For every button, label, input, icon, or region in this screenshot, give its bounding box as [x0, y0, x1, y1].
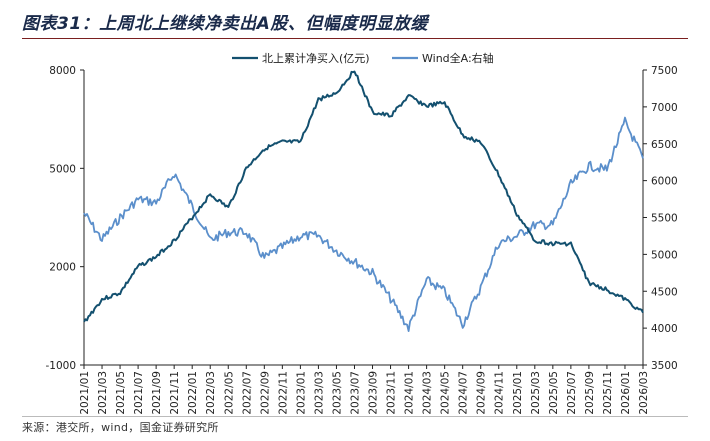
x-tick-label: 2024/01: [404, 371, 416, 415]
x-tick-label: 2023/03: [313, 371, 325, 415]
y-right-tick-label: 5000: [651, 249, 678, 261]
chart-legend: 北上累计净买入(亿元) Wind全A:右轴: [232, 51, 494, 65]
y-right-tick-label: 3500: [651, 360, 678, 372]
x-tick-label: 2025/01: [512, 371, 524, 415]
x-tick-label: 2021/05: [115, 371, 127, 415]
x-tick-label: 2025/03: [530, 371, 542, 415]
x-tick-label: 2024/03: [422, 371, 434, 415]
y-right-tick-label: 4000: [651, 323, 678, 335]
x-tick-label: 2022/09: [259, 371, 271, 415]
series-group: [83, 69, 644, 332]
y-right-tick-label: 6500: [651, 139, 678, 151]
x-tick-label: 2022/01: [187, 371, 199, 415]
x-tick-label: 2021/07: [133, 371, 145, 415]
x-tick-label: 2022/07: [241, 371, 253, 415]
source-note: 来源：港交所，wind，国金证券研究所: [22, 421, 219, 434]
x-tick-label: 2024/05: [440, 371, 452, 415]
x-tick-label: 2021/01: [79, 371, 91, 415]
x-tick-label: 2021/09: [151, 371, 163, 415]
x-tick-label: 2023/07: [349, 371, 361, 415]
x-tick-label: 2025/07: [566, 371, 578, 415]
x-tick-label: 2025/11: [602, 371, 614, 415]
x-tick-label: 2025/09: [584, 371, 596, 415]
x-tick-label: 2026/03: [638, 371, 650, 415]
source-divider: [22, 416, 688, 417]
y-right-tick-label: 7500: [651, 65, 678, 77]
x-tick-label: 2023/09: [368, 371, 380, 415]
title-divider: [22, 38, 688, 39]
x-tick-label: 2023/01: [295, 371, 307, 415]
x-tick-label: 2022/03: [205, 371, 217, 415]
x-tick-label: 2023/05: [331, 371, 343, 415]
figure-title: 图表31：上周北上继续净卖出A股、但幅度明显放缓: [22, 14, 428, 34]
y-right-tick-label: 4500: [651, 286, 678, 298]
y-left-tick-label: 8000: [49, 65, 76, 77]
legend-label-north: 北上累计净买入(亿元): [262, 51, 370, 65]
series-line-wind: [83, 116, 644, 332]
x-tick-label: 2024/07: [458, 371, 470, 415]
x-tick-label: 2025/05: [548, 371, 560, 415]
x-tick-label: 2022/11: [277, 371, 289, 415]
y-right-tick-label: 7000: [651, 102, 678, 114]
legend-label-wind: Wind全A:右轴: [422, 51, 494, 65]
x-tick-label: 2023/11: [386, 371, 398, 415]
y-right-tick-label: 5500: [651, 213, 678, 225]
x-tick-label: 2022/05: [223, 371, 235, 415]
x-tick-label: 2024/09: [476, 371, 488, 415]
axes-group: -1000 2000 5000 8000 3500 4000 4500 5000 5500 600…: [45, 65, 677, 415]
y-left-tick-label: 2000: [49, 262, 76, 274]
x-tick-label: 2021/11: [169, 371, 181, 415]
x-tick-label: 2024/11: [494, 371, 506, 415]
y-right-tick-label: 6000: [651, 176, 678, 188]
y-left-tick-label: 5000: [49, 163, 76, 175]
x-tick-label: 2021/03: [97, 371, 109, 415]
series-line-north: [83, 70, 644, 323]
x-tick-label: 2026/01: [620, 371, 632, 415]
y-left-tick-label: -1000: [45, 360, 76, 372]
